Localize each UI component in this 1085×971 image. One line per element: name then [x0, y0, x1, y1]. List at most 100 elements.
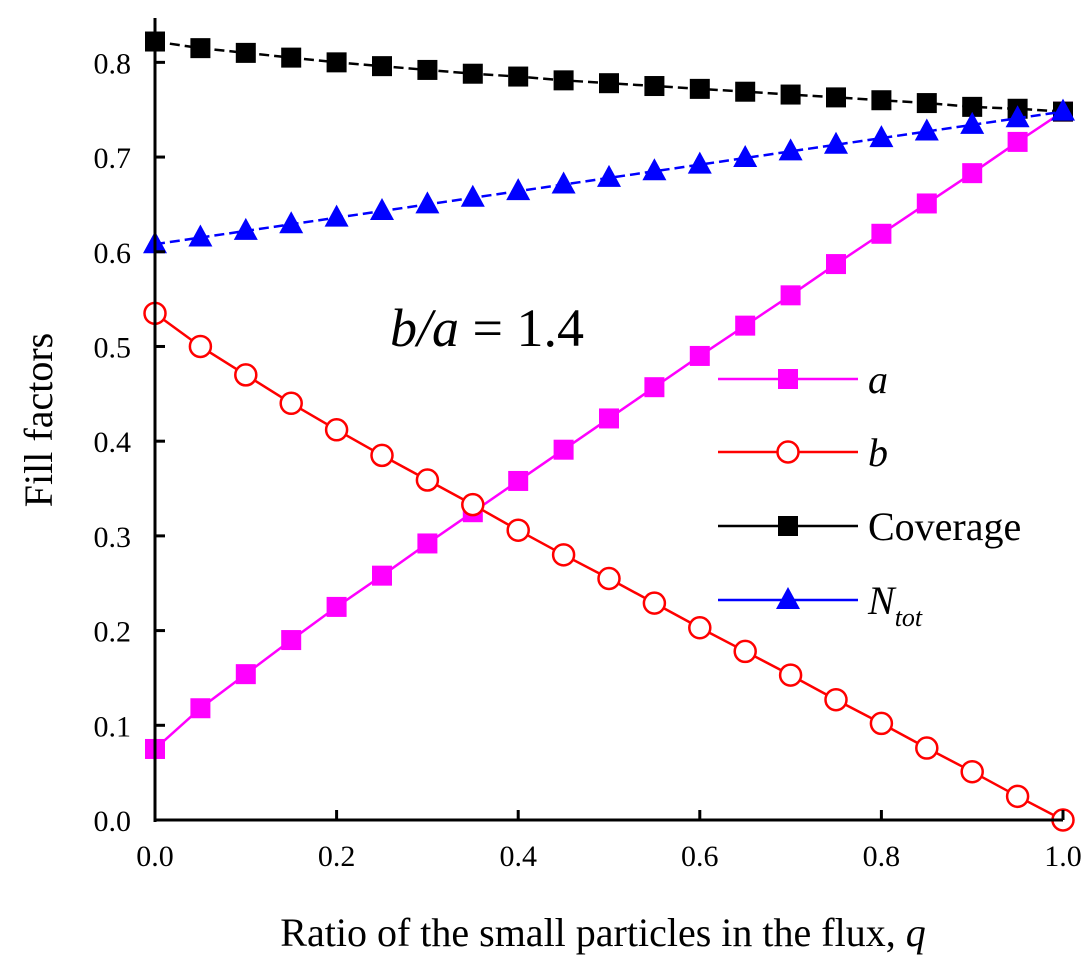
data-point-coverage — [735, 81, 756, 102]
y-tick-label: 0.1 — [94, 710, 132, 743]
y-axis-title: Fill factors — [16, 333, 61, 507]
data-point-n — [960, 111, 985, 134]
data-point-a — [916, 193, 937, 214]
legend-marker-b — [776, 440, 800, 464]
data-point-a — [689, 345, 710, 366]
data-point-a — [962, 163, 983, 184]
data-point-b — [415, 468, 440, 492]
legend-label-a: a — [868, 357, 888, 402]
legend-marker-n — [776, 587, 800, 609]
data-point-b — [461, 492, 485, 517]
legend-item-a: a — [718, 357, 888, 402]
data-point-n — [687, 151, 712, 174]
data-point-n — [914, 118, 939, 141]
data-point-n — [279, 211, 304, 234]
data-point-a — [826, 254, 846, 275]
series-b — [143, 301, 1075, 832]
data-point-a — [190, 698, 211, 719]
data-point-b — [370, 443, 394, 468]
data-point-b — [915, 736, 939, 760]
data-point-a — [326, 596, 347, 617]
legend-label-main: b — [868, 430, 888, 475]
legend-label-sub: tot — [895, 603, 923, 632]
data-point-n — [370, 198, 394, 221]
data-point-coverage — [372, 56, 392, 77]
data-point-coverage — [508, 66, 529, 87]
data-point-coverage — [190, 38, 211, 59]
data-point-n — [551, 171, 576, 194]
legend-item-b: b — [718, 430, 888, 475]
series-n — [143, 98, 1075, 254]
data-point-coverage — [644, 76, 665, 97]
x-axis-title-variable: q — [906, 910, 926, 955]
data-point-a — [1007, 131, 1028, 152]
data-point-n — [415, 191, 440, 214]
data-point-a — [871, 223, 892, 244]
x-tick-label: 0.2 — [318, 840, 356, 873]
data-point-n — [460, 184, 485, 207]
data-point-a — [644, 377, 665, 398]
data-point-b — [324, 418, 349, 442]
series-a — [145, 101, 1073, 759]
data-point-b — [188, 334, 213, 359]
data-point-a — [508, 470, 529, 491]
y-tick-label: 0.2 — [94, 616, 132, 649]
data-point-n — [642, 158, 667, 181]
data-point-n — [233, 217, 258, 240]
data-point-b — [506, 518, 530, 542]
data-point-b — [279, 391, 303, 416]
ratio-value: = 1.4 — [459, 298, 584, 358]
legend: ab Coverage Ntot — [718, 357, 1021, 632]
legend-label-main: N — [867, 578, 897, 623]
data-point-coverage — [235, 42, 256, 63]
ratio-annotation: b/a = 1.4 — [390, 298, 584, 358]
legend-item-n: Ntot — [718, 578, 923, 632]
y-tick-label: 0.3 — [94, 521, 132, 554]
data-point-n — [1005, 105, 1030, 128]
data-point-b — [597, 566, 621, 591]
y-tick-label: 0.7 — [94, 142, 132, 175]
legend-item-coverage: Coverage — [718, 504, 1021, 549]
data-point-b — [551, 543, 576, 567]
data-point-a — [372, 565, 392, 586]
data-point-n — [188, 224, 213, 247]
data-point-n — [733, 145, 758, 168]
data-point-b — [642, 591, 667, 615]
data-point-coverage — [916, 93, 937, 114]
data-point-a — [417, 533, 438, 554]
data-point-coverage — [281, 47, 302, 68]
data-point-b — [688, 615, 712, 640]
data-point-a — [281, 630, 302, 651]
data-point-b — [824, 687, 848, 712]
data-point-coverage — [780, 84, 801, 105]
data-point-n — [597, 164, 621, 187]
legend-marker-a — [778, 369, 798, 389]
data-point-coverage — [462, 63, 483, 84]
ratio-denominator: a — [432, 298, 459, 358]
series-coverage — [145, 31, 1073, 122]
ticks-layer: 0.0 0.1 0.2 0.3 0.4 0.5 0.6 0.7 0.8 0.0 0.2 0.4 0.6 0… — [94, 47, 1082, 873]
data-point-n — [1051, 98, 1075, 121]
data-point-coverage — [826, 87, 846, 108]
x-tick-label: 1.0 — [1044, 840, 1082, 873]
data-point-b — [733, 639, 757, 664]
x-tick-label: 0.4 — [499, 840, 537, 873]
data-point-n — [824, 131, 848, 154]
y-tick-label: 0.8 — [94, 47, 132, 80]
legend-label-n: Ntot — [867, 578, 923, 632]
y-tick-label: 0.5 — [94, 331, 132, 364]
legend-label-b: b — [868, 430, 888, 475]
data-point-n — [324, 204, 349, 227]
data-point-coverage — [417, 59, 438, 80]
data-point-a — [235, 664, 256, 685]
data-point-a — [780, 285, 801, 306]
legend-label-coverage: Coverage — [868, 504, 1021, 549]
legend-label-main: Coverage — [868, 504, 1021, 549]
data-point-coverage — [962, 96, 983, 117]
y-tick-label: 0.6 — [94, 237, 132, 270]
data-point-n — [869, 125, 894, 148]
data-point-b — [1005, 784, 1030, 809]
ratio-slash: / — [414, 298, 437, 358]
data-point-a — [553, 439, 574, 460]
